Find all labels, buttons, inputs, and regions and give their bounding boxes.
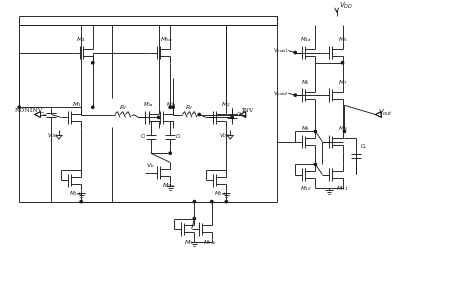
Text: $M_3$: $M_3$ [184,238,193,247]
Text: $V_{DD}$: $V_{DD}$ [338,1,353,11]
Circle shape [314,130,317,133]
Text: $M_8$: $M_8$ [301,125,310,133]
Polygon shape [375,112,381,117]
Text: $M_7$: $M_7$ [337,78,347,87]
Text: $M_{5a}$: $M_{5a}$ [160,36,173,44]
Circle shape [157,116,160,118]
Text: $R_f$: $R_f$ [185,103,194,112]
Circle shape [169,152,172,154]
Circle shape [80,201,82,203]
Text: $V_b$: $V_b$ [146,161,155,170]
Text: $V_{out}$: $V_{out}$ [378,108,392,118]
Text: $C_I$: $C_I$ [174,133,182,141]
Circle shape [198,113,201,116]
Text: $M_{2sb}$: $M_{2sb}$ [214,189,228,198]
Text: $V_{DD}$: $V_{DD}$ [219,131,230,140]
Circle shape [18,106,20,108]
Circle shape [169,106,172,108]
Circle shape [225,201,228,203]
Text: $M_{10}$: $M_{10}$ [300,184,311,193]
Text: $M_{2a}$: $M_{2a}$ [166,100,177,109]
Text: $C_{in}$: $C_{in}$ [237,110,246,119]
Circle shape [343,130,346,133]
Circle shape [341,61,344,64]
Circle shape [193,217,196,220]
Text: $C_L$: $C_L$ [360,142,368,151]
Text: INV: INV [241,108,254,113]
Text: $M_{4a}$: $M_{4a}$ [300,36,311,44]
Text: $M_4$: $M_4$ [76,36,86,44]
Text: $M_{1a}$: $M_{1a}$ [144,100,155,109]
Circle shape [210,201,213,203]
Text: $M_{1sb}$: $M_{1sb}$ [69,189,82,198]
Circle shape [231,116,233,118]
Text: $V_{bias1}$: $V_{bias1}$ [273,46,288,55]
Text: $M_2$: $M_2$ [221,100,231,109]
Text: $C_I$: $C_I$ [140,133,146,141]
Text: $M_9$: $M_9$ [337,125,347,133]
Circle shape [314,163,317,166]
Text: $M_6$: $M_6$ [301,78,310,87]
Text: $R_f$: $R_f$ [118,103,127,112]
Circle shape [193,201,196,203]
Text: $C_{in}$: $C_{in}$ [39,110,48,119]
Circle shape [294,51,296,54]
Text: $V_{DD}$: $V_{DD}$ [47,131,59,140]
Text: $V_{bias2}$: $V_{bias2}$ [273,89,288,98]
Polygon shape [35,112,40,117]
Polygon shape [240,112,246,117]
Circle shape [91,61,94,64]
Text: $M_{3sb}$: $M_{3sb}$ [203,238,217,247]
Circle shape [294,94,296,96]
Text: $M_{11}$: $M_{11}$ [336,184,349,193]
Text: $M_1$: $M_1$ [73,100,82,109]
Text: $M_5$: $M_5$ [337,36,347,44]
Circle shape [172,106,174,108]
Text: $M_{3a}$: $M_{3a}$ [162,181,174,190]
Text: NONINV: NONINV [15,108,43,113]
Circle shape [91,106,94,108]
